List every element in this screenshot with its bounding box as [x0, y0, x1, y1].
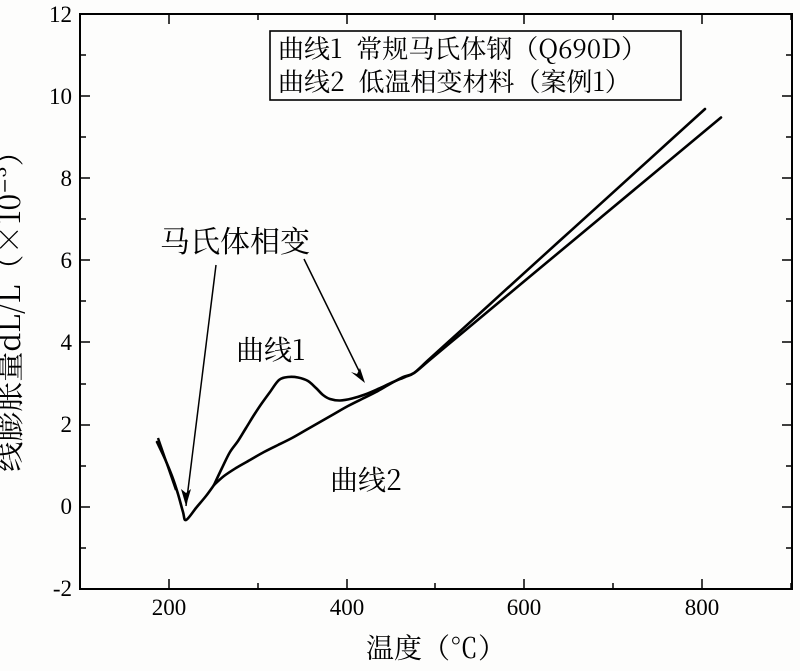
svg-text:12: 12: [49, 2, 72, 27]
svg-text:温度（℃）: 温度（℃）: [366, 627, 506, 667]
svg-text:6: 6: [61, 248, 73, 273]
svg-text:200: 200: [152, 595, 187, 620]
svg-text:400: 400: [330, 595, 365, 620]
svg-text:800: 800: [685, 595, 720, 620]
svg-text:4: 4: [61, 330, 73, 355]
svg-text:曲线2: 曲线2: [330, 459, 402, 499]
svg-text:曲线1: 曲线1: [236, 329, 305, 369]
svg-text:线膨胀量dL/L（×10⁻³）: 线膨胀量dL/L（×10⁻³）: [0, 136, 29, 471]
svg-text:0: 0: [61, 494, 73, 519]
svg-text:2: 2: [61, 412, 73, 437]
svg-text:600: 600: [507, 595, 542, 620]
svg-text:8: 8: [61, 166, 73, 191]
svg-text:10: 10: [49, 84, 72, 109]
svg-text:-2: -2: [53, 576, 72, 601]
svg-text:马氏体相变: 马氏体相变: [160, 217, 310, 261]
